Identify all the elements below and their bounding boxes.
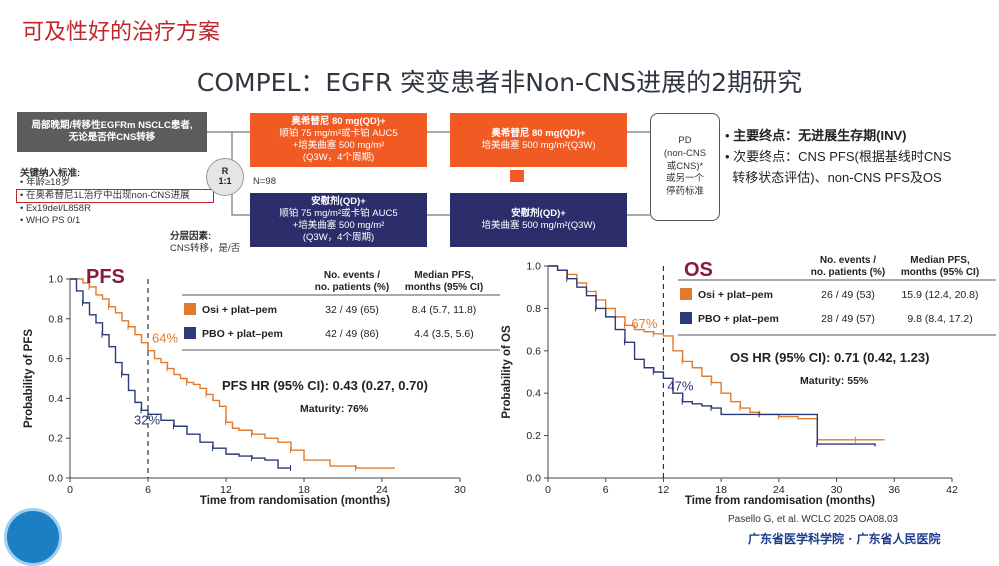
table-header: Median PFS,: [414, 270, 474, 281]
y-tick-label: 1.0: [526, 261, 541, 273]
table-header: No. events /: [820, 255, 876, 266]
y-tick-label: 0.4: [526, 388, 541, 400]
table-header: no. patients (%): [315, 282, 389, 293]
legend-label: Osi + plat–pem: [202, 304, 277, 316]
legend-events: 26 / 49 (53): [821, 289, 875, 301]
legend-median: 15.9 (12.4, 20.8): [901, 289, 978, 301]
landmark-label-osi: 67%: [631, 316, 657, 331]
arm1-induction-box: 奥希替尼 80 mg(QD)+ 顺铂 75 mg/m²或卡铂 AUC5 +培美曲…: [250, 113, 427, 167]
plot-title: OS: [684, 259, 713, 281]
strat-title: 分层因素:: [170, 231, 212, 242]
table-header: Median PFS,: [910, 255, 970, 266]
legend-events: 42 / 49 (86): [325, 328, 379, 340]
km-curve-osi: [70, 278, 395, 469]
population-text: 局部晚期/转移性EGFRm NSCLC患者, 无论是否伴CNS转移: [31, 120, 193, 143]
criteria-item: • 年龄≥18岁: [20, 177, 71, 188]
landmark-label-pbo: 47%: [667, 378, 693, 393]
arm2-maintenance-box: 安慰剂(QD)+ 培美曲塞 500 mg/m²(Q3W): [450, 193, 627, 247]
x-tick-label: 24: [773, 484, 785, 496]
x-tick-label: 18: [298, 484, 310, 496]
x-tick-label: 36: [888, 484, 900, 496]
y-tick-label: 0.6: [526, 345, 541, 357]
n-label: N=98: [253, 176, 276, 187]
hospital-logo-text: 广东省医学科学院 · 广东省人民医院: [748, 532, 941, 546]
x-tick-label: 0: [67, 484, 73, 496]
randomisation-circle: R 1:1: [206, 158, 244, 196]
legend-swatch: [680, 288, 692, 300]
y-tick-label: 0.0: [48, 473, 63, 485]
y-tick-label: 1.0: [48, 274, 63, 286]
legend-events: 32 / 49 (65): [325, 304, 379, 316]
endpoints: • 主要终点：无进展生存期(INV) • 次要终点：CNS PFS(根据基线时C…: [725, 126, 997, 188]
criteria-item: • WHO PS 0/1: [20, 214, 81, 226]
strat-text: CNS转移，是/否: [170, 243, 241, 254]
x-tick-label: 0: [545, 484, 551, 496]
x-tick-label: 6: [145, 484, 151, 496]
x-tick-label: 42: [946, 484, 958, 496]
citation: Pasello G, et al. WCLC 2025 OA08.03: [728, 514, 899, 525]
hr-text: PFS HR (95% CI): 0.43 (0.27, 0.70): [222, 378, 428, 393]
x-axis-label: Time from randomisation (months): [685, 495, 875, 507]
arm1-maintenance-box: 奥希替尼 80 mg(QD)+ 培美曲塞 500 mg/m²(Q3W): [450, 113, 627, 167]
y-tick-label: 0.6: [48, 353, 63, 365]
legend-median: 9.8 (8.4, 17.2): [907, 313, 972, 325]
legend-median: 4.4 (3.5, 5.6): [414, 328, 474, 340]
table-header: months (95% CI): [901, 267, 979, 278]
y-tick-label: 0.8: [526, 303, 541, 315]
x-tick-label: 6: [603, 484, 609, 496]
pd-box: PD (non-CNS 或CNS)* 或另一个 停药标准: [650, 113, 720, 221]
legend-events: 28 / 49 (57): [821, 313, 875, 325]
hr-text: OS HR (95% CI): 0.71 (0.42, 1.23): [730, 350, 929, 365]
landmark-label-pbo: 32%: [134, 412, 160, 427]
legend-median: 8.4 (5.7, 11.8): [412, 304, 477, 316]
plot-title: PFS: [86, 266, 125, 288]
x-tick-label: 30: [831, 484, 843, 496]
legend-label: PBO + plat–pem: [698, 313, 779, 325]
legend-swatch: [184, 303, 196, 315]
y-axis-label: Probability of PFS: [23, 329, 35, 428]
table-header: months (95% CI): [405, 282, 483, 293]
main-title: COMPEL：EGFR 突变患者非Non-CNS进展的2期研究: [196, 68, 803, 97]
legend-swatch: [680, 312, 692, 324]
x-tick-label: 18: [715, 484, 727, 496]
y-tick-label: 0.8: [48, 313, 63, 325]
legend-label: Osi + plat–pem: [698, 289, 773, 301]
y-tick-label: 0.2: [526, 430, 541, 442]
y-axis-label: Probability of OS: [501, 325, 513, 419]
criteria-item-highlight: • 在奥希替尼1L治疗中出现non-CNS进展: [16, 188, 214, 203]
arm2-induction-box: 安慰剂(QD)+ 顺铂 75 mg/m²或卡铂 AUC5 +培美曲塞 500 m…: [250, 193, 427, 247]
criteria-list: • 年龄≥18岁 • 在奥希替尼1L治疗中出现non-CNS进展 • Ex19d…: [16, 177, 214, 227]
x-tick-label: 12: [220, 484, 232, 496]
criteria-item: • Ex19del/L858R: [20, 202, 91, 214]
x-tick-label: 30: [454, 484, 466, 496]
y-tick-label: 0.4: [48, 393, 63, 405]
x-tick-label: 12: [658, 484, 670, 496]
table-header: no. patients (%): [811, 267, 885, 278]
secondary-endpoint: • 次要终点：CNS PFS(根据基线时CNS 转移状态评估)、non-CNS …: [725, 148, 952, 185]
x-tick-label: 24: [376, 484, 388, 496]
legend-swatch: [184, 327, 196, 339]
slide-title: 可及性好的治疗方案: [22, 20, 221, 45]
y-tick-label: 0.0: [526, 473, 541, 485]
x-axis-label: Time from randomisation (months): [200, 495, 390, 507]
primary-endpoint: • 主要终点：无进展生存期(INV): [725, 128, 907, 143]
y-tick-label: 0.2: [48, 433, 63, 445]
maturity-text: Maturity: 55%: [800, 375, 869, 387]
criteria-title: 关键纳入标准:: [20, 168, 81, 179]
table-header: No. events /: [324, 270, 380, 281]
landmark-label-osi: 64%: [152, 331, 178, 346]
population-box: 局部晚期/转移性EGFRm NSCLC患者, 无论是否伴CNS转移: [17, 112, 207, 152]
legend-label: PBO + plat–pem: [202, 328, 283, 340]
km-curve-pbo: [70, 278, 291, 469]
hospital-emblem-icon: [4, 508, 62, 566]
km-curve-pbo: [548, 265, 876, 447]
maturity-text: Maturity: 76%: [300, 403, 369, 415]
